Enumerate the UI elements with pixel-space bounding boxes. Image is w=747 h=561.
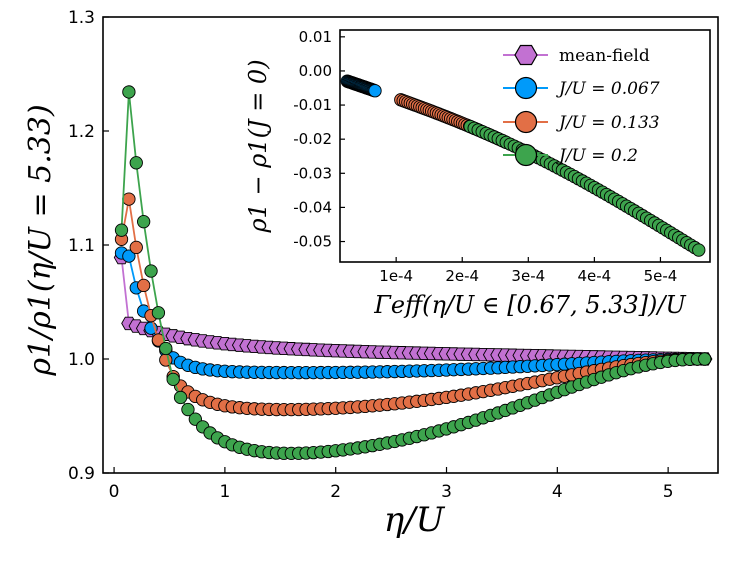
inset-series [340, 74, 706, 257]
main-y-axis-label: ρ1/ρ1(η/U = 5.33) [23, 104, 58, 376]
inset-y-tick-label-2: -0.01 [293, 96, 332, 114]
main-point-2-1 [122, 192, 136, 206]
inset-y-tick-label-0: 0.01 [299, 28, 332, 46]
main-x-tick-label-2: 2 [330, 482, 341, 502]
inset-point-0-27 [368, 84, 382, 98]
legend-entry-mean-field: mean-field [503, 44, 650, 66]
legend-label-mean-field: mean-field [559, 46, 650, 66]
main-y-tick-label-2: 1.1 [68, 236, 95, 256]
main-x-tick-label-3: 3 [441, 482, 452, 502]
main-point-3-5 [151, 306, 166, 320]
main-y-tick-label-0: 0.9 [68, 464, 95, 484]
main-x-tick-label-5: 5 [663, 482, 674, 502]
main-plot: 0 1 2 3 4 5 0.9 1.0 1.1 1.2 1.3 η/U ρ1/ρ1(η/U = 5… [23, 8, 719, 540]
inset-x-ticks: 1e-4 2e-4 3e-4 4e-4 5e-4 [379, 257, 677, 285]
main-point-3-0 [114, 223, 129, 237]
main-point-3-6 [159, 341, 173, 356]
inset-x-tick-label-1: 2e-4 [445, 267, 479, 285]
legend-entry-j-0067: J/U = 0.067 [503, 76, 660, 100]
main-point-2-2 [129, 240, 143, 255]
main-x-axis-label-text: η/U [384, 500, 446, 540]
inset-x-axis-label-text: Γeff(η/U ∈ [0.67, 5.33])/U [373, 291, 686, 319]
main-y-ticks: 0.9 1.0 1.1 1.2 1.3 [68, 8, 109, 484]
main-point-3-79 [698, 352, 712, 366]
inset-y-tick-label-1: 0.00 [299, 62, 332, 80]
main-y-tick-label-1: 1.0 [68, 350, 95, 370]
main-point-3-9 [181, 402, 195, 417]
main-x-tick-label-1: 1 [219, 482, 230, 502]
inset-x-tick-label-3: 4e-4 [578, 267, 612, 285]
legend-label-j-0133: J/U = 0.133 [556, 113, 660, 133]
inset-point-2-57 [692, 243, 706, 257]
inset-y-ticks: 0.01 0.00 -0.01 -0.02 -0.03 -0.04 -0.05 [293, 28, 345, 251]
legend-marker-mean-field [514, 44, 538, 66]
main-series-3 [114, 85, 712, 461]
main-x-tick-label-0: 0 [109, 482, 120, 502]
legend-label-j-0067: J/U = 0.067 [556, 79, 660, 99]
main-x-tick-label-4: 4 [552, 482, 563, 502]
legend-marker-j-0133 [514, 110, 538, 134]
inset-x-tick-label-2: 3e-4 [511, 267, 545, 285]
main-point-1-1 [122, 249, 136, 263]
main-x-ticks: 0 1 2 3 4 5 [109, 467, 674, 502]
inset-plot: 1e-4 2e-4 3e-4 4e-4 5e-4 0.01 0.00 -0.01 -0.02 -… [244, 28, 711, 319]
main-point-3-1 [122, 85, 136, 99]
legend-marker-j-02 [514, 143, 538, 167]
main-point-2-3 [136, 278, 151, 293]
main-point-3-4 [144, 264, 158, 278]
legend-entry-j-0133: J/U = 0.133 [503, 110, 660, 134]
main-point-3-8 [173, 390, 188, 405]
inset-y-axis-label-text: ρ1 − ρ1(J = 0) [244, 59, 272, 233]
main-y-tick-label-4: 1.3 [68, 8, 95, 28]
inset-y-axis-label: ρ1 − ρ1(J = 0) [244, 59, 272, 233]
inset-y-tick-label-3: -0.02 [293, 130, 332, 148]
inset-x-axis-label: Γeff(η/U ∈ [0.67, 5.33])/U [373, 291, 686, 319]
legend-marker-j-0067 [514, 76, 538, 100]
legend-entry-j-02: J/U = 0.2 [503, 143, 638, 167]
inset-y-tick-label-5: -0.04 [293, 198, 332, 216]
main-x-axis-label: η/U [384, 500, 446, 540]
main-series [113, 85, 713, 461]
inset-x-tick-label-4: 5e-4 [644, 267, 678, 285]
legend: mean-field J/U = 0.067 J/U = 0.133 J/U =… [503, 44, 660, 167]
inset-series-0 [340, 74, 382, 98]
inset-x-tick-label-0: 1e-4 [379, 267, 413, 285]
inset-y-tick-label-6: -0.05 [293, 233, 332, 251]
main-point-3-3 [136, 215, 151, 229]
main-y-tick-label-3: 1.2 [68, 122, 95, 142]
legend-label-j-02: J/U = 0.2 [556, 146, 638, 166]
main-point-3-2 [129, 156, 143, 170]
main-point-3-7 [166, 372, 180, 386]
main-y-axis-label-text: ρ1/ρ1(η/U = 5.33) [23, 104, 58, 376]
inset-y-tick-label-4: -0.03 [293, 164, 332, 182]
